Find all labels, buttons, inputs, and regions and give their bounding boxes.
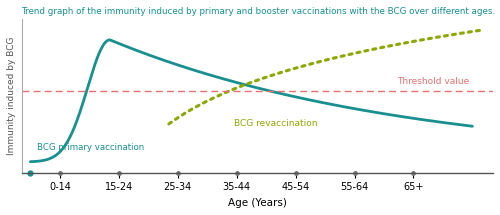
Text: BCG primary vaccination: BCG primary vaccination <box>38 143 144 152</box>
X-axis label: Age (Years): Age (Years) <box>228 198 286 208</box>
Text: Threshold value: Threshold value <box>397 77 469 86</box>
Y-axis label: Immunity induced by BCG: Immunity induced by BCG <box>7 37 16 155</box>
Text: BCG revaccination: BCG revaccination <box>234 119 317 128</box>
Text: Trend graph of the immunity induced by primary and booster vaccinations with the: Trend graph of the immunity induced by p… <box>22 7 496 16</box>
